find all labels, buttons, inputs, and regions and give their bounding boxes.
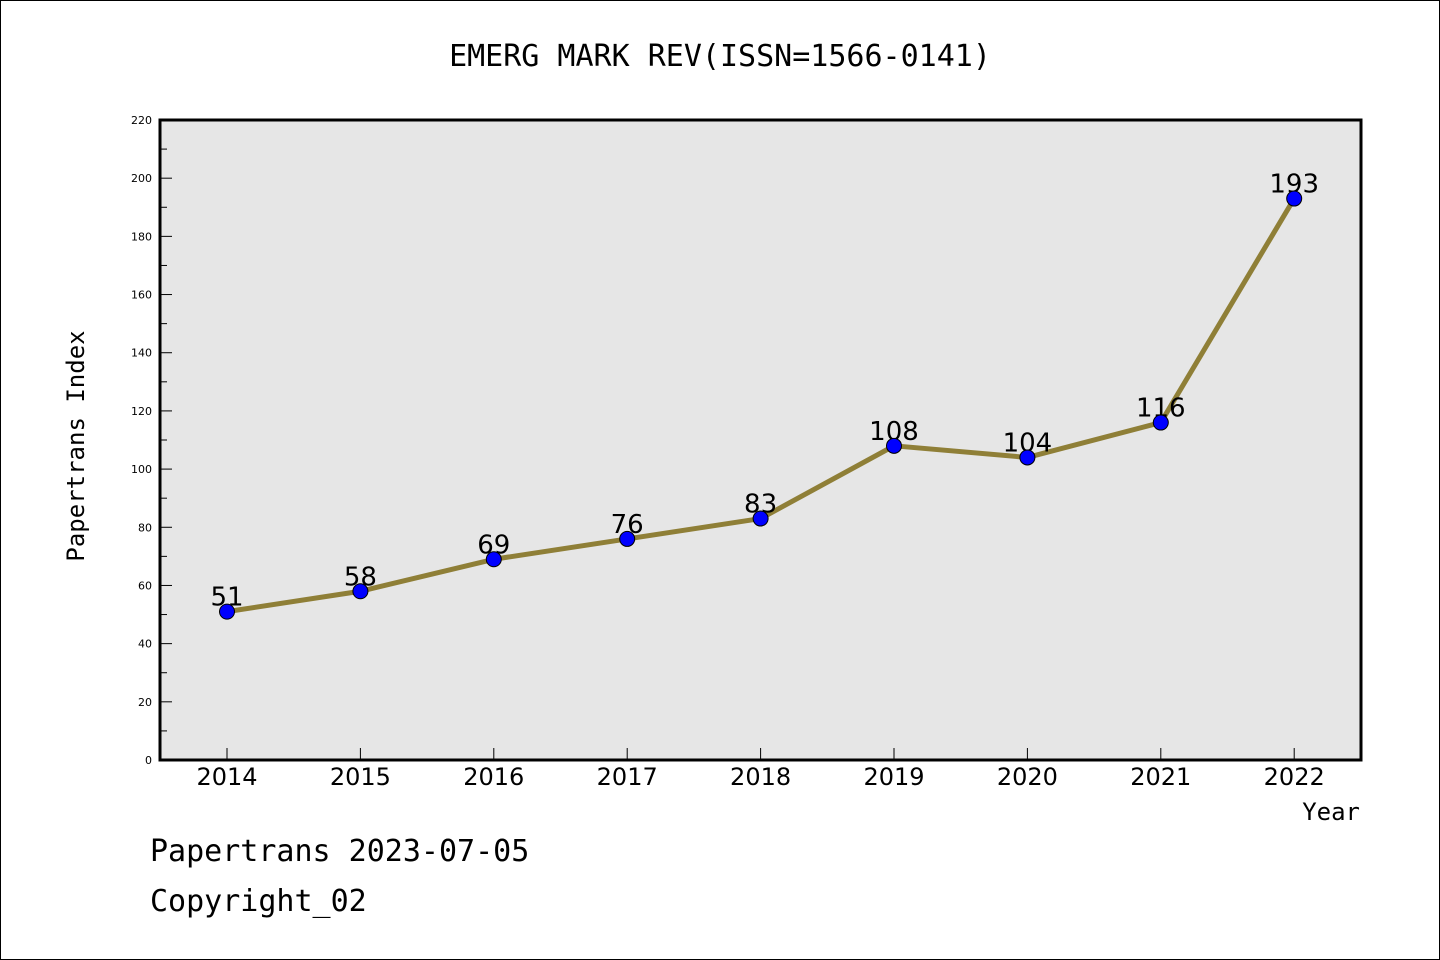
y-tick-label: 60 (138, 579, 152, 592)
y-tick-label: 40 (138, 638, 152, 651)
data-point (485, 551, 502, 568)
x-tick-label: 2022 (1264, 763, 1325, 791)
x-tick-label: 2016 (463, 763, 524, 791)
y-tick-label: 120 (131, 405, 152, 418)
chart-title: EMERG MARK REV(ISSN=1566-0141) (449, 39, 991, 74)
y-tick-label: 20 (138, 696, 152, 709)
x-tick-label: 2014 (196, 763, 257, 791)
y-tick-label: 160 (131, 289, 152, 302)
plot-area (160, 120, 1361, 760)
x-tick-label: 2017 (597, 763, 658, 791)
data-point (752, 510, 769, 527)
data-point (886, 437, 902, 454)
data-point (1019, 449, 1036, 466)
y-tick-label: 140 (131, 347, 152, 360)
x-axis-label: Year (1302, 798, 1360, 826)
y-tick-label: 220 (131, 114, 152, 127)
data-point (619, 530, 636, 547)
y-tick-label: 100 (131, 463, 152, 476)
data-point (1152, 414, 1169, 431)
y-axis-label: Papertrans Index (62, 330, 90, 561)
y-tick-label: 180 (131, 230, 152, 243)
footer-date: Papertrans 2023-07-05 (150, 834, 530, 869)
x-tick-label: 2020 (997, 763, 1058, 791)
x-tick-label: 2019 (863, 763, 924, 791)
y-tick-label: 80 (138, 521, 152, 534)
x-tick-label: 2018 (730, 763, 791, 791)
x-tick-label: 2021 (1130, 763, 1191, 791)
x-tick-label: 2015 (330, 763, 391, 791)
footer-copyright: Copyright_02 (150, 884, 367, 919)
plot-border (158, 118, 1363, 762)
y-tick-label: 200 (131, 172, 152, 185)
data-point (352, 583, 369, 600)
data-point (1286, 190, 1303, 207)
y-tick-label: 0 (145, 754, 152, 767)
data-point (219, 603, 235, 620)
